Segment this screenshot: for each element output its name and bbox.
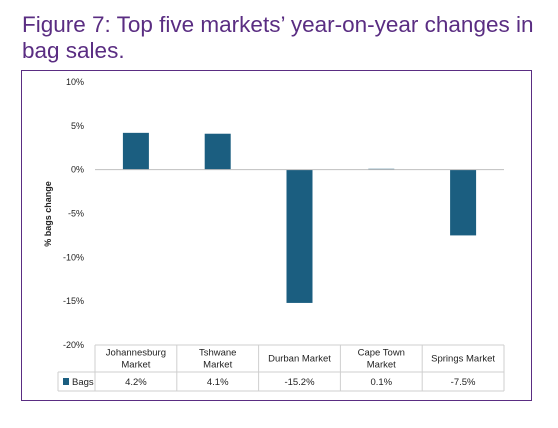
y-tick-label: -10% [63, 252, 84, 262]
data-label: 4.1% [207, 377, 229, 388]
figure-title-line-2: bag sales. [22, 38, 125, 63]
data-label: 4.2% [125, 377, 147, 388]
y-tick-label: -20% [63, 340, 84, 350]
y-tick-label: 10% [66, 77, 84, 87]
y-tick-label: -15% [63, 296, 84, 306]
x-category-label: Johannesburg [106, 348, 166, 359]
y-tick-label: 5% [71, 121, 84, 131]
x-category-label: Market [121, 360, 150, 371]
bar-1 [122, 132, 149, 170]
x-category-label: Cape Town [358, 348, 405, 359]
legend-swatch [63, 378, 69, 385]
figure-title: Figure 7: Top five markets’ year-on-year… [22, 12, 542, 64]
y-axis-label: % bags change [43, 181, 53, 247]
bar-2 [204, 133, 231, 170]
y-tick-label: 0% [71, 165, 84, 175]
x-category-label: Durban Market [268, 354, 331, 365]
x-category-label: Tshwane [199, 348, 237, 359]
bar-5 [450, 169, 477, 236]
x-category-label: Market [203, 360, 232, 371]
data-label: 0.1% [370, 377, 392, 388]
bar-3 [286, 169, 313, 303]
x-category-label: Springs Market [431, 354, 495, 365]
x-category-label: Market [367, 360, 396, 371]
figure-title-line-1: Figure 7: Top five markets’ year-on-year… [22, 12, 534, 37]
legend-series-name: Bags [72, 377, 94, 388]
chart-frame [21, 70, 532, 401]
data-label: -15.2% [284, 377, 315, 388]
y-tick-label: -5% [68, 209, 84, 219]
data-label: -7.5% [451, 377, 476, 388]
